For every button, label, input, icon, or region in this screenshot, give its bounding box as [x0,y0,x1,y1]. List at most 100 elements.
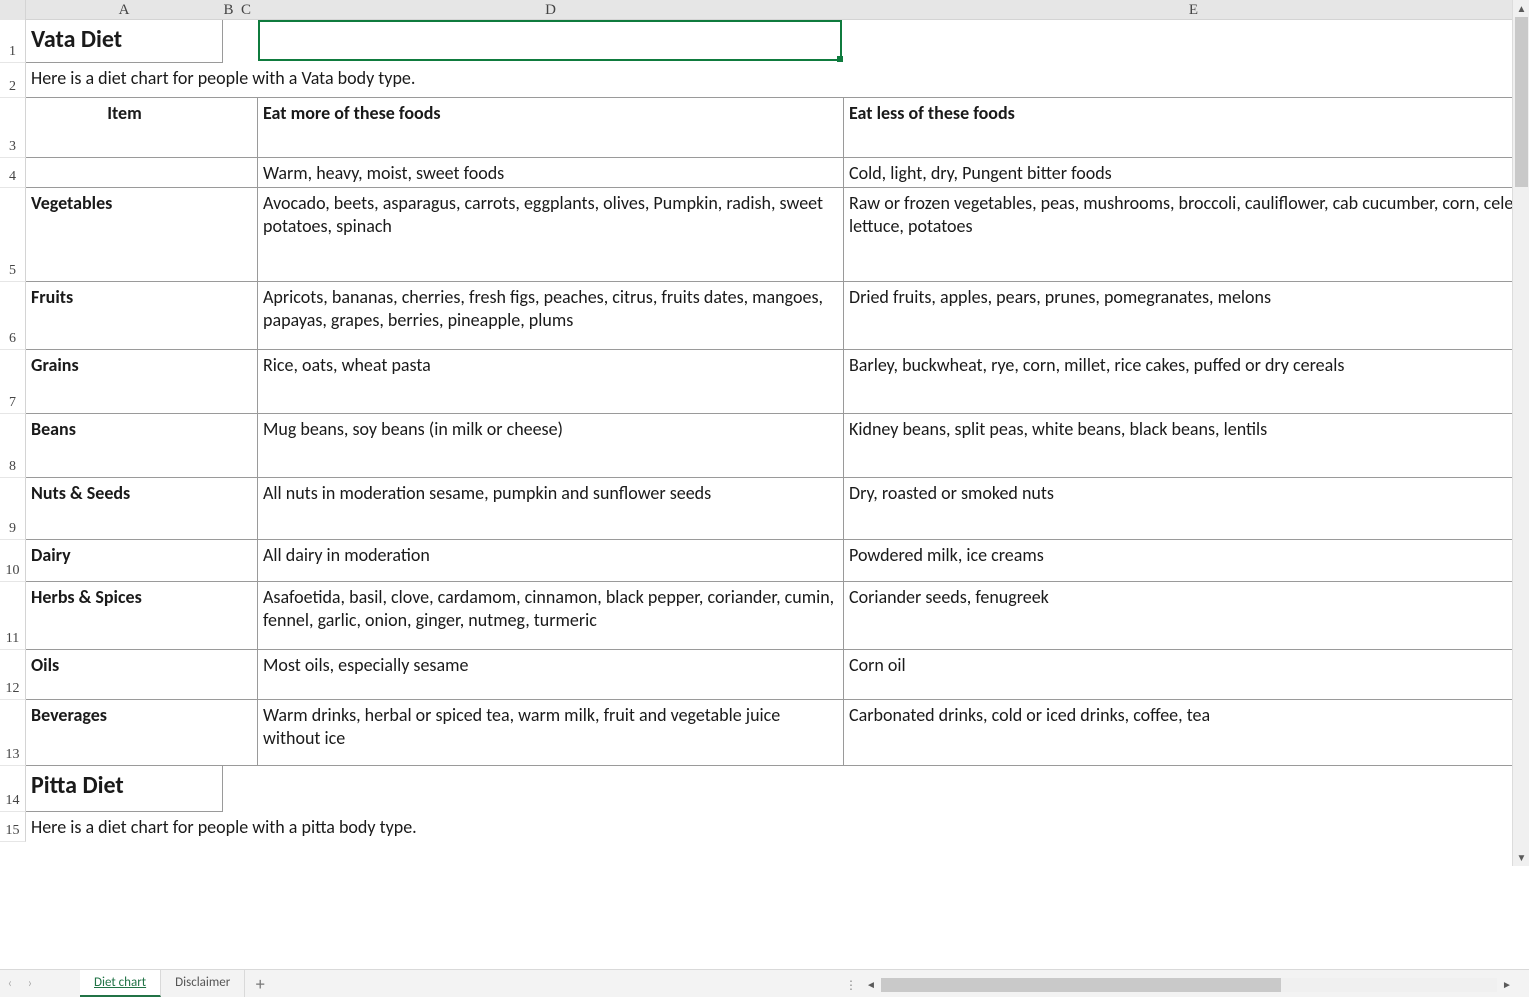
row-head-10[interactable]: 10 [0,540,26,582]
cell-B9[interactable] [223,478,235,540]
cell-C10[interactable] [235,540,258,582]
horizontal-scroll-thumb[interactable] [881,978,1281,992]
row-head-12[interactable]: 12 [0,650,26,700]
sheet-tab-disclaimer[interactable]: Disclaimer [161,970,245,997]
cat-fruit[interactable]: Fruits [26,282,223,350]
row-head-11[interactable]: 11 [0,582,26,650]
pitta-intro[interactable]: Here is a diet chart for people with a p… [26,812,223,842]
row-head-6[interactable]: 6 [0,282,26,350]
cell-B1[interactable] [223,20,235,63]
cell-B11[interactable] [223,582,235,650]
r4-more[interactable]: Warm, heavy, moist, sweet foods [258,158,844,188]
cell-E15[interactable] [844,812,1512,842]
cell-C4[interactable] [235,158,258,188]
row-head-4[interactable]: 4 [0,158,26,188]
cell-E2[interactable] [844,63,1512,98]
cat-nuts[interactable]: Nuts & Seeds [26,478,223,540]
cell-C5[interactable] [235,188,258,282]
cell-B4[interactable] [223,158,235,188]
cell-B7[interactable] [223,350,235,414]
col-head-E[interactable]: E [844,0,1512,19]
add-sheet-button[interactable]: + [245,973,275,995]
cat-bev[interactable]: Beverages [26,700,223,766]
bean-more[interactable]: Mug beans, soy beans (in milk or cheese) [258,414,844,478]
horizontal-scrollbar[interactable]: ⋮ ◄ ► [845,976,1515,994]
tab-nav-prev-icon[interactable]: ‹ [0,976,20,991]
cell-B5[interactable] [223,188,235,282]
cell-C14[interactable] [235,766,258,812]
row-head-7[interactable]: 7 [0,350,26,414]
nuts-more[interactable]: All nuts in moderation sesame, pumpkin a… [258,478,844,540]
oils-less[interactable]: Corn oil [844,650,1512,700]
row-head-1[interactable]: 1 [0,20,26,63]
cell-C1[interactable] [235,20,258,63]
tabbar-splitter-icon[interactable]: ⋮ [845,978,857,993]
veg-more[interactable]: Avocado, beets, asparagus, carrots, eggp… [258,188,844,282]
herbs-less[interactable]: Coriander seeds, fenugreek [844,582,1512,650]
nuts-less[interactable]: Dry, roasted or smoked nuts [844,478,1512,540]
pitta-title[interactable]: Pitta Diet [26,766,223,812]
cat-bean[interactable]: Beans [26,414,223,478]
sheet-tab-diet-chart[interactable]: Diet chart [80,970,161,997]
cell-B14[interactable] [223,766,235,812]
cell-C11[interactable] [235,582,258,650]
cell-B12[interactable] [223,650,235,700]
row-head-13[interactable]: 13 [0,700,26,766]
row-head-5[interactable]: 5 [0,188,26,282]
spreadsheet-grid[interactable]: ABCDE 1Vata Diet2Here is a diet chart fo… [0,0,1512,866]
row-head-2[interactable]: 2 [0,63,26,98]
fruit-less[interactable]: Dried fruits, apples, pears, prunes, pom… [844,282,1512,350]
scroll-left-arrow-icon[interactable]: ◄ [863,977,879,993]
r4-less[interactable]: Cold, light, dry, Pungent bitter foods [844,158,1512,188]
oils-more[interactable]: Most oils, especially sesame [258,650,844,700]
fruit-more[interactable]: Apricots, bananas, cherries, fresh figs,… [258,282,844,350]
cell-B13[interactable] [223,700,235,766]
cell-C6[interactable] [235,282,258,350]
cell-C13[interactable] [235,700,258,766]
vata-intro[interactable]: Here is a diet chart for people with a V… [26,63,223,98]
cell-B8[interactable] [223,414,235,478]
cell-D1[interactable] [258,20,844,63]
col-head-A[interactable]: A [26,0,223,19]
cell-C9[interactable] [235,478,258,540]
cell-E1[interactable] [844,20,1512,63]
scroll-right-arrow-icon[interactable]: ► [1499,977,1515,993]
scroll-up-arrow-icon[interactable]: ▲ [1513,0,1529,17]
hdr-less[interactable]: Eat less of these foods [844,98,1512,158]
cat-veg[interactable]: Vegetables [26,188,223,282]
bev-more[interactable]: Warm drinks, herbal or spiced tea, warm … [258,700,844,766]
cell-C8[interactable] [235,414,258,478]
cell-C3[interactable] [235,98,258,158]
cat-oils[interactable]: Oils [26,650,223,700]
herbs-more[interactable]: Asafoetida, basil, clove, cardamom, cinn… [258,582,844,650]
row-head-9[interactable]: 9 [0,478,26,540]
col-head-B[interactable]: B [223,0,235,19]
grain-more[interactable]: Rice, oats, wheat pasta [258,350,844,414]
cat-dairy[interactable]: Dairy [26,540,223,582]
scroll-down-arrow-icon[interactable]: ▼ [1513,849,1529,866]
row-head-3[interactable]: 3 [0,98,26,158]
vata-title[interactable]: Vata Diet [26,20,223,63]
hdr-item[interactable]: Item [26,98,223,158]
cell-B6[interactable] [223,282,235,350]
cat-grain[interactable]: Grains [26,350,223,414]
tab-nav-next-icon[interactable]: › [20,976,40,991]
grain-less[interactable]: Barley, buckwheat, rye, corn, millet, ri… [844,350,1512,414]
vertical-scrollbar[interactable]: ▲ ▼ [1512,0,1529,866]
select-all-corner[interactable] [0,0,26,20]
row-head-15[interactable]: 15 [0,812,26,842]
vertical-scroll-thumb[interactable] [1515,17,1528,187]
veg-less[interactable]: Raw or frozen vegetables, peas, mushroom… [844,188,1512,282]
horizontal-scroll-track[interactable] [881,978,1497,992]
col-head-D[interactable]: D [258,0,844,19]
bev-less[interactable]: Carbonated drinks, cold or iced drinks, … [844,700,1512,766]
cell-D14[interactable] [258,766,844,812]
col-head-C[interactable]: C [235,0,258,19]
cat-herbs[interactable]: Herbs & Spices [26,582,223,650]
bean-less[interactable]: Kidney beans, split peas, white beans, b… [844,414,1512,478]
cell-C7[interactable] [235,350,258,414]
dairy-more[interactable]: All dairy in moderation [258,540,844,582]
row-head-8[interactable]: 8 [0,414,26,478]
cell-C12[interactable] [235,650,258,700]
cell-B10[interactable] [223,540,235,582]
